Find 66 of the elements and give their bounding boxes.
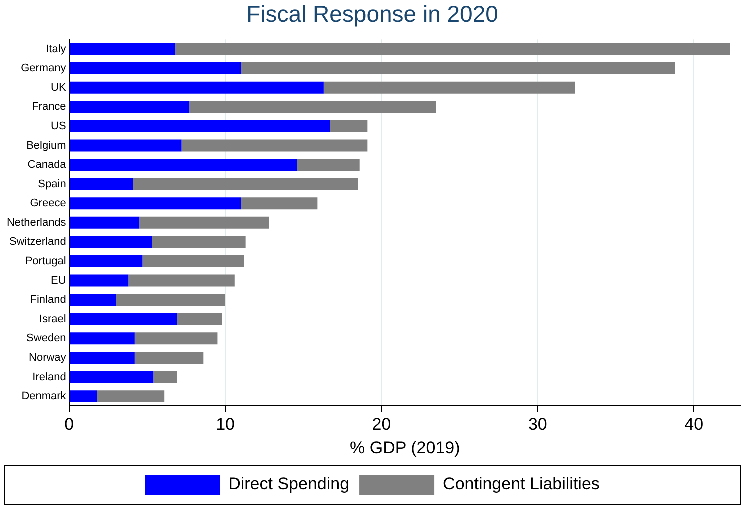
bar xyxy=(70,352,135,364)
bar xyxy=(70,294,116,306)
y-tick-label: Germany xyxy=(21,62,67,75)
y-tick-label: Italy xyxy=(46,43,67,56)
x-tick-label: 0 xyxy=(64,415,74,434)
bar xyxy=(70,178,134,190)
y-tick-label: UK xyxy=(51,82,67,94)
y-tick-label: Sweden xyxy=(26,332,66,345)
bar xyxy=(128,274,235,287)
bar xyxy=(241,198,318,210)
bar xyxy=(70,120,330,132)
y-tick-label: Spain xyxy=(38,178,66,190)
bar xyxy=(70,159,298,171)
bar xyxy=(330,120,368,132)
bar xyxy=(70,198,242,210)
bar xyxy=(70,236,152,248)
y-tick-label: Ireland xyxy=(32,371,66,384)
bar xyxy=(70,274,129,287)
bar xyxy=(241,62,676,75)
y-tick-label: Finland xyxy=(30,294,66,306)
x-tick-label: 30 xyxy=(528,415,548,434)
y-tick-label: Canada xyxy=(28,159,68,172)
x-axis-title: % GDP (2019) xyxy=(350,438,460,458)
bar xyxy=(177,313,222,326)
bar xyxy=(97,390,165,403)
bar xyxy=(116,294,226,306)
bar xyxy=(70,82,324,94)
y-tick-label: Israel xyxy=(39,313,66,326)
bar xyxy=(133,178,358,190)
x-tick-label: 40 xyxy=(684,415,704,434)
y-tick-label: Netherlands xyxy=(6,216,67,229)
y-tick-label: Portugal xyxy=(25,256,66,268)
chart-title: Fiscal Response in 2020 xyxy=(246,1,498,28)
bar xyxy=(70,371,154,384)
bar xyxy=(297,159,360,171)
legend-label: Contingent Liabilities xyxy=(443,474,600,494)
bar xyxy=(190,101,436,114)
bar xyxy=(134,352,204,364)
y-tick-label: Switzerland xyxy=(9,236,66,248)
bar xyxy=(70,390,98,403)
bar xyxy=(142,256,244,268)
bar xyxy=(70,216,140,229)
bar xyxy=(176,43,730,56)
bar xyxy=(70,313,178,326)
bar xyxy=(152,236,246,248)
bar xyxy=(70,101,190,114)
bar xyxy=(134,332,218,345)
y-tick-label: EU xyxy=(51,274,66,287)
bar xyxy=(70,140,182,152)
y-tick-label: US xyxy=(51,120,66,132)
bar xyxy=(182,140,368,152)
legend-label: Direct Spending xyxy=(228,474,350,494)
bar xyxy=(154,371,178,384)
x-tick-label: 10 xyxy=(216,415,235,434)
y-tick-label: Belgium xyxy=(26,140,66,152)
bar xyxy=(70,332,135,345)
bar xyxy=(70,43,176,56)
bar xyxy=(70,256,143,268)
bar xyxy=(140,216,270,229)
y-tick-label: France xyxy=(32,101,66,114)
bar xyxy=(324,82,576,94)
y-tick-label: Norway xyxy=(29,352,67,364)
y-tick-label: Denmark xyxy=(22,390,67,403)
x-tick-label: 20 xyxy=(372,415,392,434)
y-tick-label: Greece xyxy=(30,198,66,210)
bar xyxy=(70,62,242,75)
